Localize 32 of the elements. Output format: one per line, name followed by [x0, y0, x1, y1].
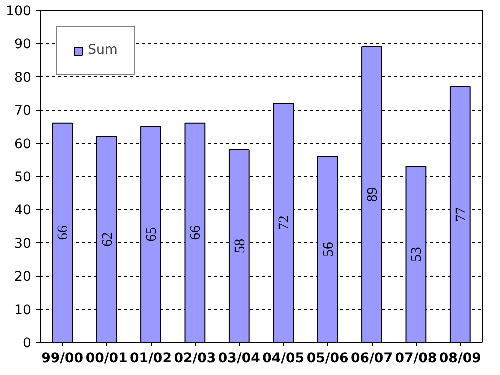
data-label: 53: [409, 247, 426, 262]
data-label: 65: [144, 227, 160, 242]
y-tick-label: 90: [14, 38, 32, 53]
data-label: 66: [56, 226, 72, 240]
y-tick-label: 100: [6, 4, 32, 20]
y-tick-label: 0: [23, 336, 32, 352]
x-tick-label: 06/07: [351, 352, 393, 366]
legend-label: Sum: [88, 43, 118, 58]
data-label: 89: [365, 187, 381, 202]
data-label: 66: [188, 226, 204, 240]
data-label: 72: [276, 216, 293, 230]
y-tick-label: 70: [14, 104, 32, 120]
y-tick-label: 30: [14, 236, 32, 252]
data-label: 58: [232, 238, 248, 254]
y-tick-label: 60: [14, 137, 32, 152]
x-tick-label: 03/04: [218, 352, 260, 366]
x-tick-label: 01/02: [130, 352, 172, 366]
y-tick-label: 10: [14, 303, 32, 318]
data-label: 56: [320, 242, 337, 257]
x-tick-label: 02/03: [174, 352, 216, 366]
data-label: 77: [453, 207, 470, 222]
x-tick-label: 08/09: [439, 352, 482, 366]
x-tick-label: 04/05: [262, 352, 305, 366]
y-tick-label: 20: [14, 270, 32, 286]
x-tick-label: 07/08: [395, 352, 438, 366]
x-tick-label: 00/01: [86, 352, 128, 366]
y-tick-label: 40: [14, 204, 32, 219]
y-tick-label: 80: [14, 70, 32, 86]
x-tick-label: 05/06: [306, 352, 349, 366]
data-label: 62: [100, 232, 116, 247]
x-tick-label: 99/00: [42, 352, 84, 366]
y-tick-label: 50: [14, 170, 32, 186]
